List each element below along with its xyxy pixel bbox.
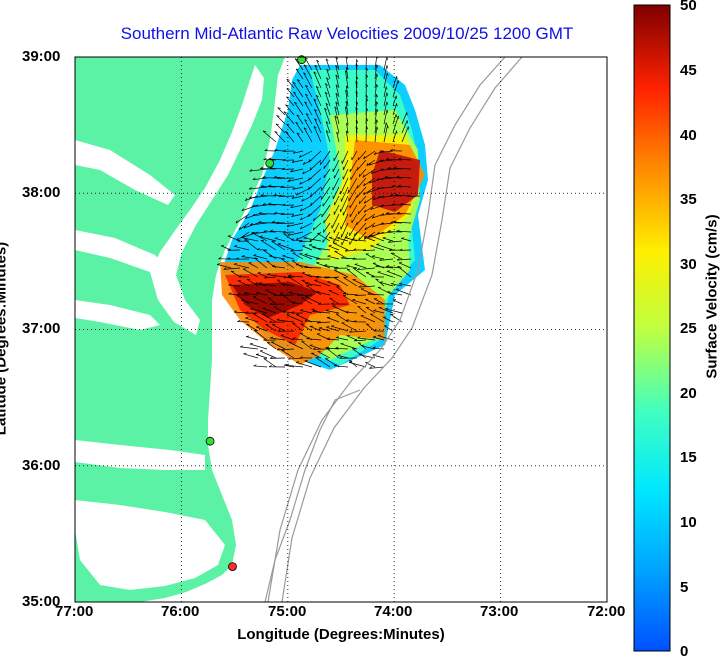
radar-station-marker	[206, 437, 214, 445]
y-tick-label: 38:00	[22, 184, 60, 201]
colorbar-tick-label: 45	[680, 62, 697, 79]
colorbar-tick-label: 25	[680, 320, 697, 337]
colorbar-label: Surface Velocity (cm/s)	[704, 147, 721, 447]
colorbar-tick-label: 15	[680, 449, 697, 466]
y-tick-label: 35:00	[22, 593, 60, 610]
y-tick-label: 37:00	[22, 320, 60, 337]
x-axis-label: Longitude (Degrees:Minutes)	[75, 626, 607, 643]
y-axis-label: Latitude (Degrees:Minutes)	[0, 189, 10, 489]
y-tick-label: 36:00	[22, 457, 60, 474]
x-tick-label: 77:00	[55, 603, 93, 620]
colorbar-tick-label: 10	[680, 514, 697, 531]
colorbar-tick-label: 40	[680, 127, 697, 144]
x-tick-label: 74:00	[374, 603, 412, 620]
radar-station-marker	[229, 563, 237, 571]
y-tick-label: 39:00	[22, 48, 60, 65]
figure-title: Southern Mid-Atlantic Raw Velocities 200…	[0, 24, 694, 44]
colorbar-tick-label: 5	[680, 579, 688, 596]
radar-station-marker	[266, 159, 274, 167]
colorbar-tick-label: 0	[680, 643, 688, 660]
colorbar-tick-label: 30	[680, 256, 697, 273]
colorbar-tick-label: 50	[680, 0, 697, 14]
x-tick-label: 75:00	[268, 603, 306, 620]
colorbar-tick-label: 20	[680, 385, 697, 402]
x-tick-label: 72:00	[587, 603, 625, 620]
x-tick-label: 73:00	[480, 603, 518, 620]
colorbar-tick-label: 35	[680, 191, 697, 208]
colorbar	[634, 5, 670, 651]
x-tick-label: 76:00	[161, 603, 199, 620]
